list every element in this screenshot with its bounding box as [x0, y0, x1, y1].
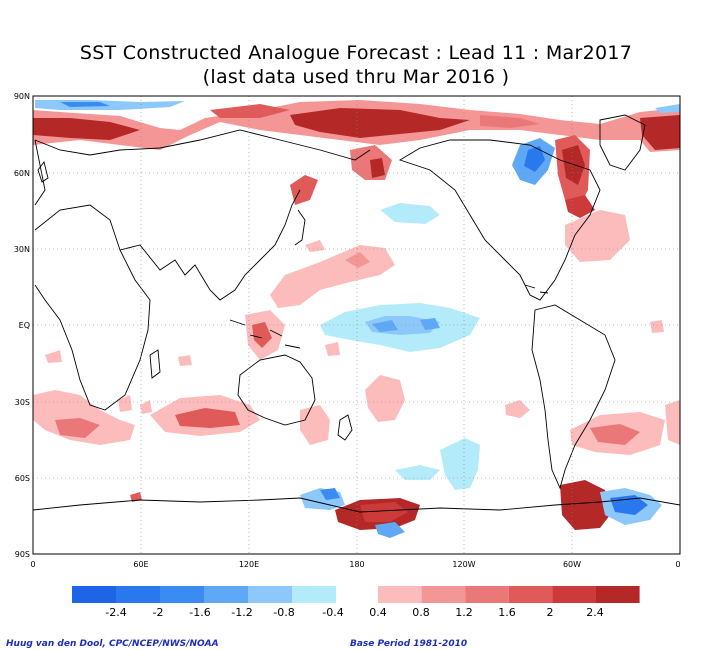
colorbar-label: 1.2: [455, 606, 473, 619]
colorbar-swatch: [596, 586, 640, 603]
lon-label: 60E: [133, 560, 148, 569]
colorbar-label: -1.6: [189, 606, 210, 619]
longitude-labels: 0 60E 120E 180 120W 60W 0: [30, 560, 680, 569]
colorbar-label: -0.4: [322, 606, 343, 619]
lat-label: EQ: [19, 321, 30, 330]
colorbar-label: -1.2: [231, 606, 252, 619]
lon-label: 120E: [239, 560, 259, 569]
colorbar-label: 0.4: [369, 606, 387, 619]
lon-label: 60W: [563, 560, 581, 569]
colorbar-swatch: [116, 586, 160, 603]
colorbar-label: -0.8: [273, 606, 294, 619]
lon-label: 0: [675, 560, 680, 569]
colorbar-swatch: [465, 586, 509, 603]
lat-label: 30N: [14, 245, 30, 254]
colorbar-positive: [378, 586, 640, 603]
colorbar-swatch: [248, 586, 292, 603]
map-border: [32, 95, 681, 555]
colorbar-label: 0.8: [412, 606, 430, 619]
map-grid: [33, 96, 680, 554]
coastlines: [33, 114, 680, 513]
colorbar-labels: -2.4 -2 -1.6 -1.2 -0.8 -0.4 0.4 0.8 1.2 …: [105, 606, 603, 619]
colorbar-swatch: [508, 586, 553, 603]
credit-base-period: Base Period 1981-2010: [350, 639, 468, 649]
colorbar-negative: [72, 586, 336, 603]
colorbar-swatch: [292, 586, 336, 603]
lat-label: 90N: [14, 92, 30, 101]
lat-label: 60S: [15, 474, 30, 483]
map-title-line1: SST Constructed Analogue Forecast : Lead…: [79, 42, 633, 64]
colorbar-label: -2.4: [105, 606, 126, 619]
credit-author: Huug van den Dool, CPC/NCEP/NWS/NOAA: [6, 639, 219, 649]
colorbar-label: 2.4: [586, 606, 604, 619]
latitude-labels: 90N 60N 30N EQ 30S 60S 90S: [14, 92, 30, 559]
colorbar-swatch: [204, 586, 248, 603]
colorbar-swatch: [160, 586, 204, 603]
colorbar-swatch: [552, 586, 596, 603]
lat-label: 60N: [14, 169, 30, 178]
colorbar-label: 2: [547, 606, 554, 619]
colorbar-swatch: [72, 586, 116, 603]
lat-label: 90S: [15, 550, 30, 559]
lon-label: 120W: [452, 560, 475, 569]
lon-label: 180: [349, 560, 364, 569]
lat-label: 30S: [15, 398, 30, 407]
map-title-line2: (last data used thru Mar 2016 ): [202, 66, 510, 88]
colorbar-label: -2: [153, 606, 164, 619]
colorbar-label: 1.6: [498, 606, 516, 619]
lon-label: 0: [30, 560, 35, 569]
colorbar-swatch: [421, 586, 466, 603]
colorbar-swatch: [378, 586, 422, 603]
